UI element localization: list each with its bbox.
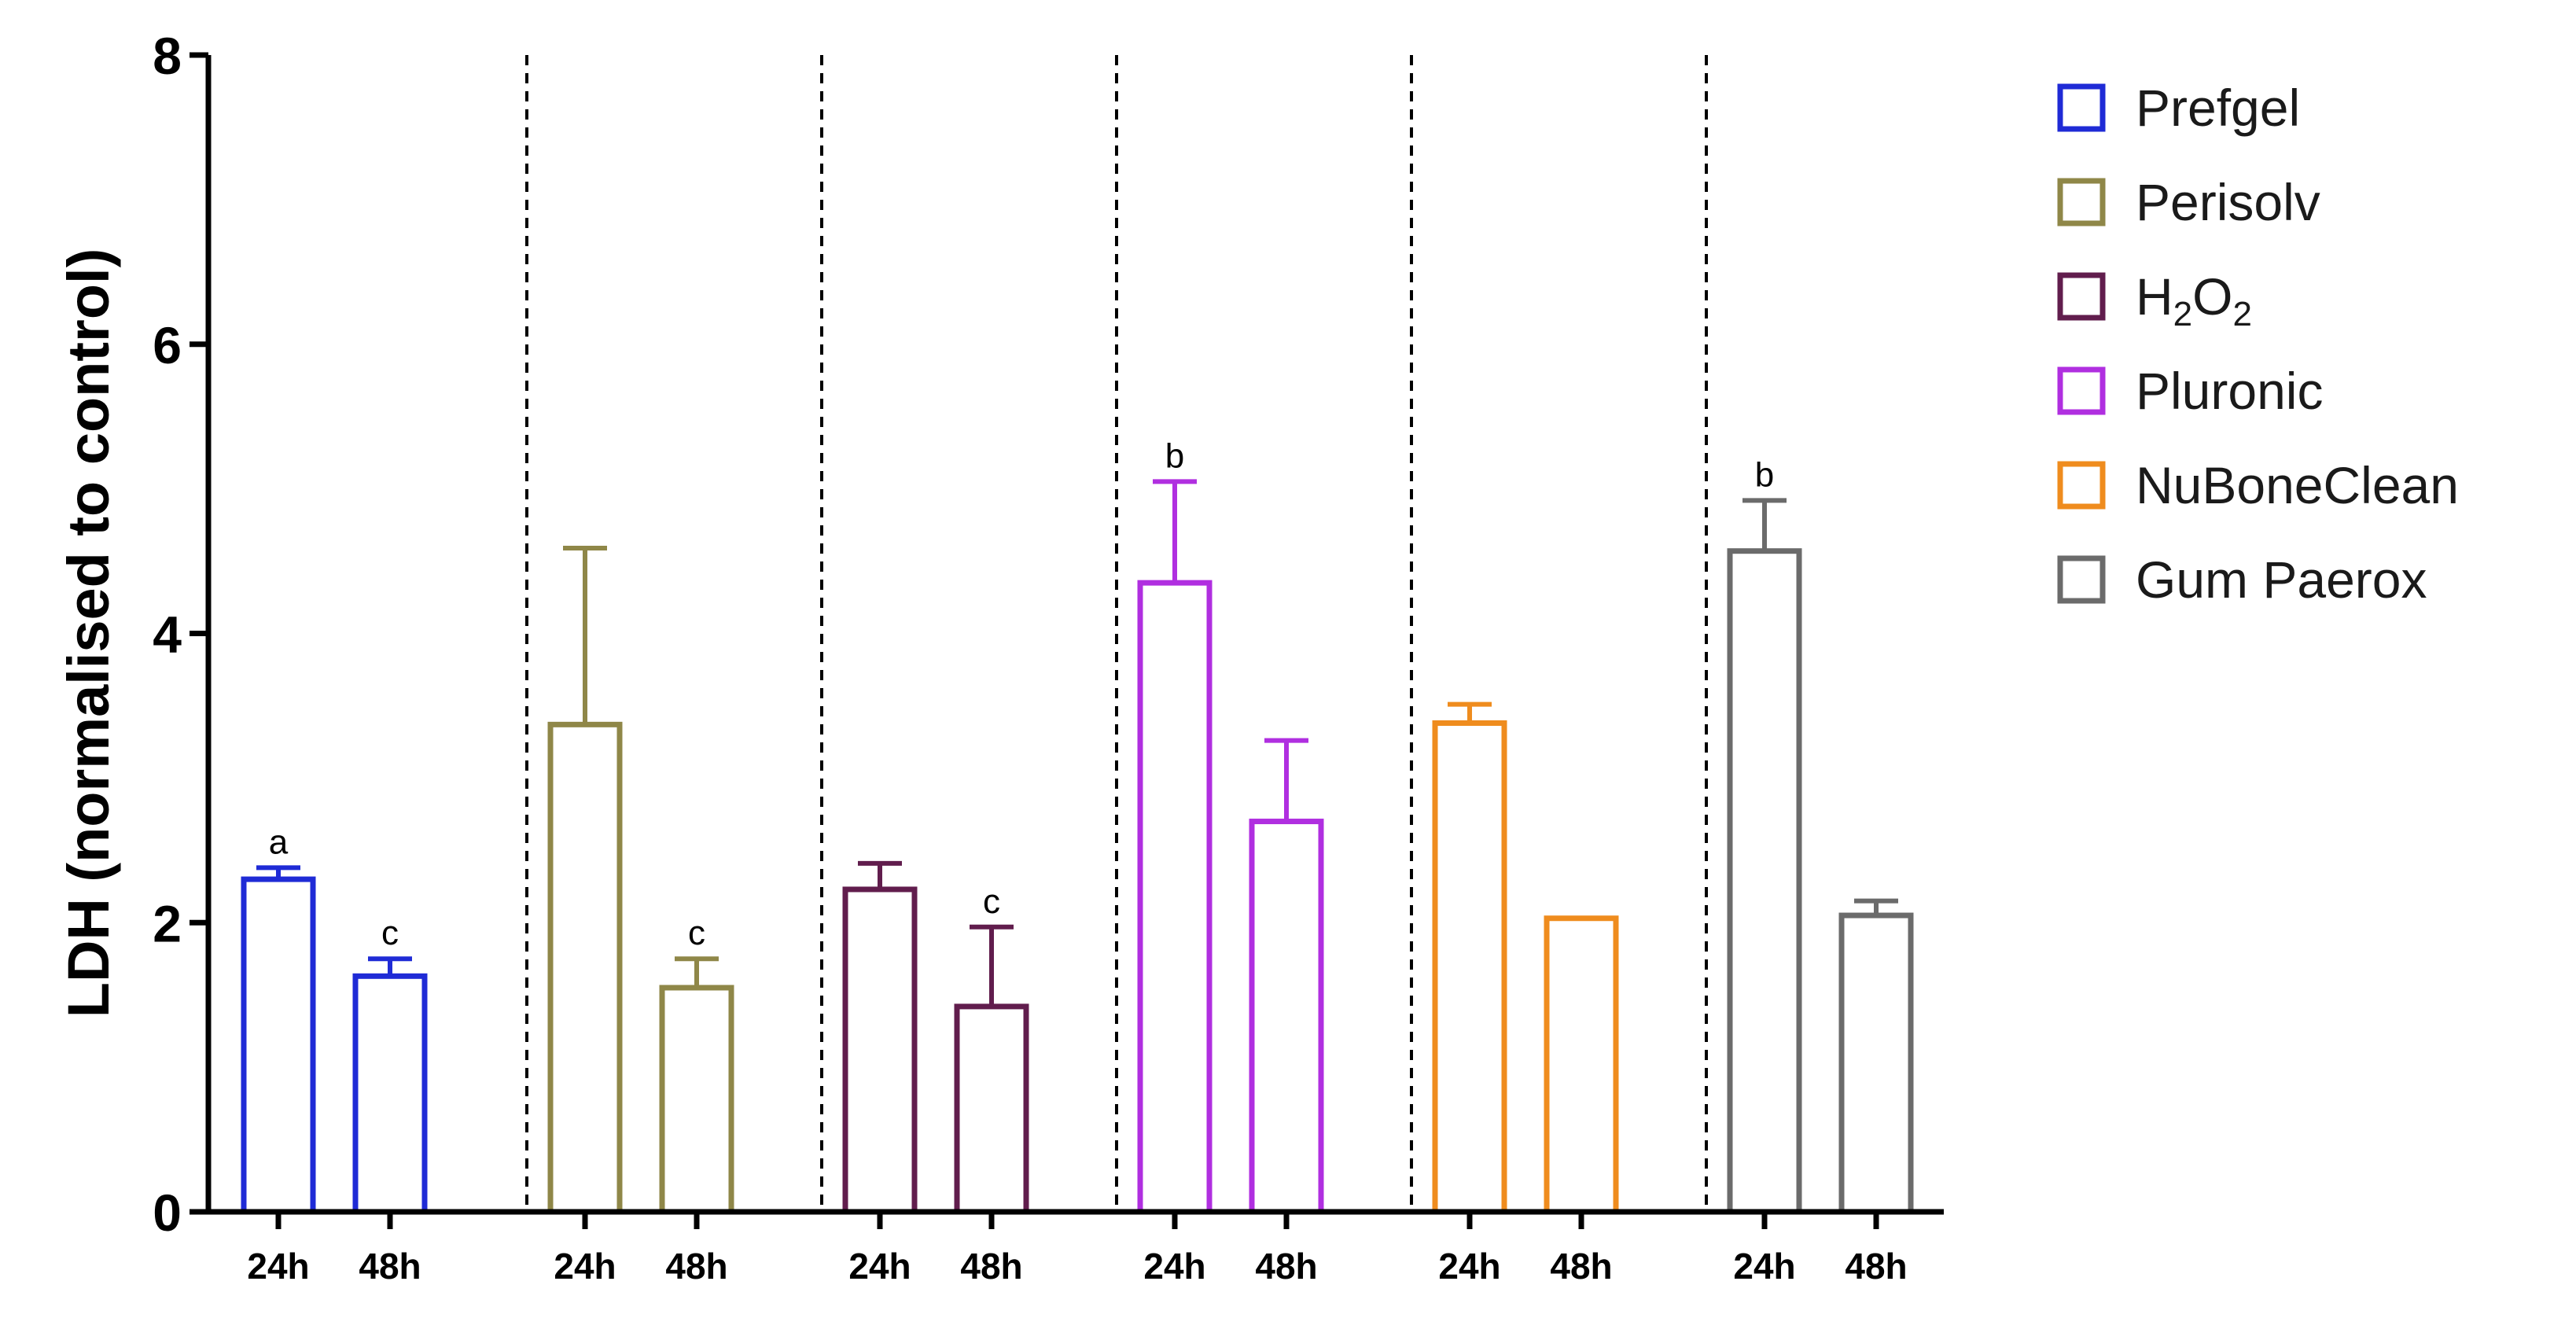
x-tick-label: 24h (554, 1246, 616, 1287)
legend-swatch (2057, 366, 2106, 415)
x-tick-label: 24h (1143, 1246, 1205, 1287)
x-tick-label: 48h (1255, 1246, 1317, 1287)
legend-swatch (2057, 178, 2106, 226)
legend-swatch (2057, 555, 2106, 604)
y-tick-label: 4 (153, 606, 182, 664)
y-tick-label: 2 (153, 894, 182, 952)
legend-label: Gum Paerox (2136, 550, 2427, 609)
x-tick-label: 48h (1550, 1246, 1612, 1287)
x-tick-label: 48h (359, 1246, 421, 1287)
legend-swatch (2057, 272, 2106, 321)
bar (1249, 819, 1324, 1215)
significance-label: c (688, 914, 705, 952)
x-tick-label: 24h (247, 1246, 309, 1287)
bar (1432, 720, 1507, 1215)
bar (659, 985, 734, 1215)
y-tick-label: 8 (153, 27, 182, 85)
legend: Prefgel Perisolv H2O2 Pluronic NuBoneClean Gu… (2057, 79, 2459, 609)
significance-label: a (269, 823, 289, 861)
bar (241, 876, 316, 1215)
legend-label: H2O2 (2136, 267, 2252, 333)
significance-label: c (983, 882, 1000, 921)
legend-swatch (2057, 461, 2106, 510)
legend-label: Pluronic (2136, 362, 2323, 420)
x-tick-label: 24h (848, 1246, 911, 1287)
bar (1727, 548, 1802, 1215)
x-tick-labels: 24h 48h 24h 48h 24h 48h 24h 48h 24h 48h 24h 48h (247, 1212, 1908, 1287)
significance-label: b (1165, 436, 1184, 475)
x-tick-label: 48h (665, 1246, 727, 1287)
y-tick-label: 0 (153, 1184, 182, 1242)
y-ticks: 0 2 4 6 8 (153, 27, 208, 1242)
bar (1137, 580, 1213, 1215)
legend-label: Perisolv (2136, 173, 2320, 231)
bar (547, 721, 623, 1215)
y-axis-label: LDH (normalised to control) (56, 249, 121, 1018)
group-separators (525, 55, 1708, 1212)
bar (954, 1003, 1029, 1215)
legend-label: Prefgel (2136, 79, 2300, 137)
bar (352, 973, 428, 1215)
x-tick-label: 48h (1845, 1246, 1907, 1287)
bar (842, 886, 918, 1215)
axes (205, 55, 1944, 1215)
x-tick-label: 24h (1733, 1246, 1795, 1287)
bar (1544, 915, 1619, 1215)
significance-label: c (381, 914, 399, 952)
bar (1838, 912, 1914, 1215)
legend-label: NuBoneClean (2136, 456, 2459, 514)
x-tick-label: 24h (1438, 1246, 1500, 1287)
y-tick-label: 6 (153, 316, 182, 374)
bars: a c c c b b (241, 436, 1914, 1215)
significance-label: b (1755, 455, 1774, 494)
legend-swatch (2057, 83, 2106, 132)
x-tick-label: 48h (960, 1246, 1022, 1287)
